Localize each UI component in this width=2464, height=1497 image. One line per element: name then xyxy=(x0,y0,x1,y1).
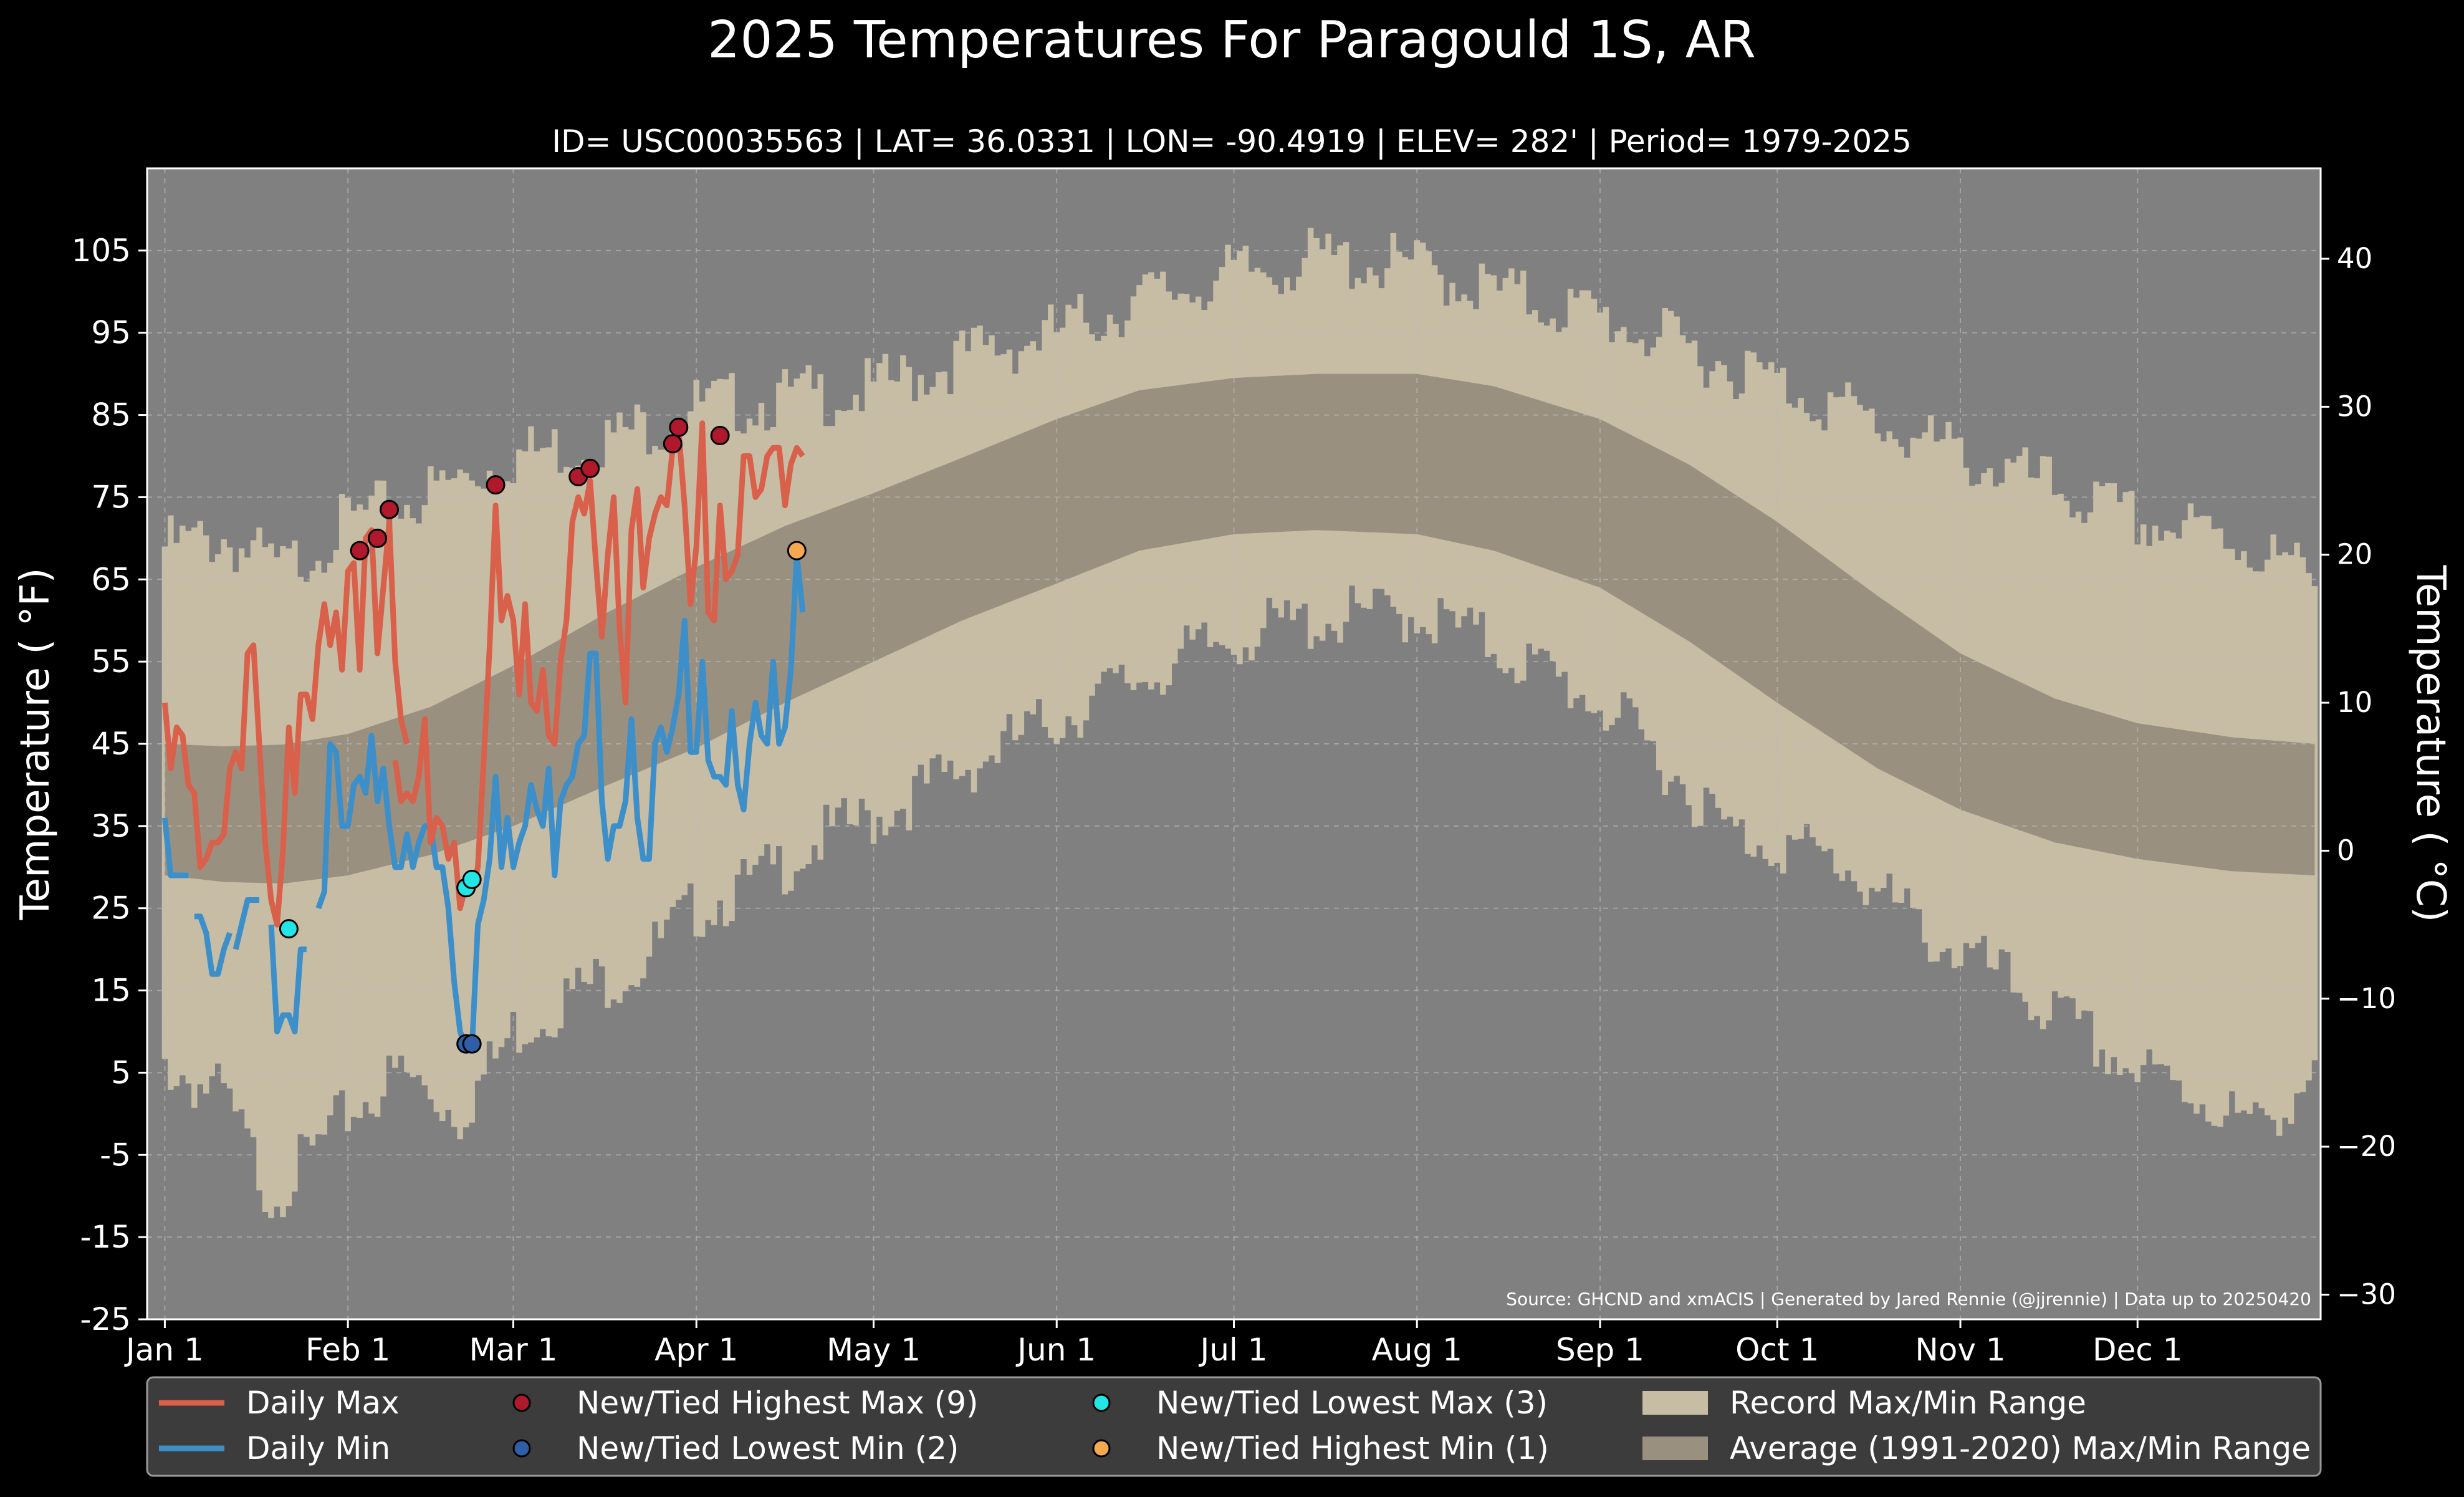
x-tick-label: Oct 1 xyxy=(1735,1332,1819,1368)
legend-label: Daily Max xyxy=(246,1385,400,1421)
x-tick-label: Mar 1 xyxy=(469,1332,557,1368)
y-right-tick-label: 20 xyxy=(2337,538,2372,571)
y-axis-label-right: Temperature ( °C) xyxy=(2407,565,2453,923)
x-tick-label: Jun 1 xyxy=(1015,1332,1096,1368)
y-axis-label-left: Temperature ( °F) xyxy=(12,568,59,921)
y-tick-label: 65 xyxy=(91,561,131,597)
source-note: Source: GHCND and xmACIS | Generated by … xyxy=(1506,1289,2311,1309)
daily-min-line xyxy=(161,552,806,1051)
marker-new-high-max xyxy=(379,499,399,519)
y-tick-label: -15 xyxy=(80,1219,131,1255)
marker-new-high-min xyxy=(787,541,807,561)
y-right-tick-label: −10 xyxy=(2337,982,2396,1015)
legend-label: Average (1991-2020) Max/Min Range xyxy=(1730,1430,2311,1466)
y-tick-label: -5 xyxy=(100,1137,131,1173)
marker-new-high-max xyxy=(669,417,689,437)
gridlines xyxy=(147,168,2321,1319)
x-tick-label: Aug 1 xyxy=(1372,1332,1462,1368)
y-axis-right: 40 30 20 10 0 −10 −20 −30 xyxy=(2321,242,2396,1311)
x-tick-label: Apr 1 xyxy=(654,1332,738,1368)
marker-new-high-max xyxy=(580,458,600,478)
y-right-tick-label: 40 xyxy=(2337,242,2372,275)
legend-box xyxy=(146,1376,2322,1477)
y-right-tick-label: −20 xyxy=(2337,1130,2396,1163)
y-right-tick-label: 30 xyxy=(2337,390,2372,423)
x-tick-label: Jul 1 xyxy=(1198,1332,1267,1368)
y-tick-label: -25 xyxy=(80,1301,131,1337)
legend-swatch-patch xyxy=(1642,1437,1708,1460)
y-tick-label: 35 xyxy=(91,808,131,844)
marker-new-high-max xyxy=(368,528,388,548)
legend-label: New/Tied Lowest Max (3) xyxy=(1156,1385,1548,1421)
y-tick-label: 85 xyxy=(91,397,131,433)
y-tick-label: 15 xyxy=(91,973,131,1009)
y-right-tick-label: 10 xyxy=(2337,686,2372,719)
chart-title: 2025 Temperatures For Paragould 1S, AR xyxy=(707,11,1756,70)
legend-swatch-patch xyxy=(1642,1391,1708,1415)
x-tick-label: Nov 1 xyxy=(1915,1332,2005,1368)
legend-label: Record Max/Min Range xyxy=(1730,1385,2086,1421)
chart-subtitle: ID= USC00035563 | LAT= 36.0331 | LON= -9… xyxy=(552,123,1912,160)
y-tick-label: 25 xyxy=(91,890,131,927)
y-tick-label: 45 xyxy=(91,726,131,762)
x-tick-label: May 1 xyxy=(827,1332,921,1368)
legend-label: New/Tied Highest Min (1) xyxy=(1156,1430,1549,1466)
legend-swatch-dot xyxy=(512,1439,531,1458)
x-tick-label: Dec 1 xyxy=(2092,1332,2182,1368)
y-tick-label: 55 xyxy=(91,643,131,680)
y-right-tick-label: 0 xyxy=(2337,834,2355,867)
legend-label: New/Tied Lowest Min (2) xyxy=(577,1430,959,1466)
marker-new-high-max xyxy=(486,475,506,495)
legend-swatch-dot xyxy=(512,1394,531,1412)
y-tick-label: 5 xyxy=(111,1054,131,1090)
legend-swatch-dot xyxy=(1092,1394,1111,1412)
marker-new-low-min xyxy=(462,1034,482,1054)
y-tick-label: 95 xyxy=(91,315,131,351)
legend-label: Daily Min xyxy=(246,1430,390,1466)
y-right-tick-label: −30 xyxy=(2337,1278,2396,1311)
y-tick-label: 75 xyxy=(91,479,131,515)
marker-new-high-max xyxy=(350,541,370,561)
x-tick-label: Feb 1 xyxy=(305,1332,390,1368)
average-range-band xyxy=(165,373,2315,884)
y-axis-left: 105 95 85 75 65 55 45 35 25 15 5 -5 -15 -25 xyxy=(72,233,147,1337)
x-tick-label: Jan 1 xyxy=(124,1332,204,1368)
legend: Daily Max Daily Min New/Tied Highest Max (… xyxy=(146,1376,2322,1477)
legend-label: New/Tied Highest Max (9) xyxy=(577,1385,979,1421)
x-tick-label: Sep 1 xyxy=(1556,1332,1644,1368)
marker-new-high-max xyxy=(710,426,730,446)
y-tick-label: 105 xyxy=(72,233,131,269)
x-axis: Jan 1 Feb 1 Mar 1 Apr 1 May 1 Jun 1 Jul 1 Aug 1… xyxy=(124,1319,2182,1368)
marker-new-low-max xyxy=(279,919,299,939)
marker-new-high-max xyxy=(663,434,683,454)
legend-swatch-dot xyxy=(1092,1439,1111,1458)
record-markers xyxy=(279,417,807,1054)
marker-new-low-max xyxy=(462,870,482,890)
